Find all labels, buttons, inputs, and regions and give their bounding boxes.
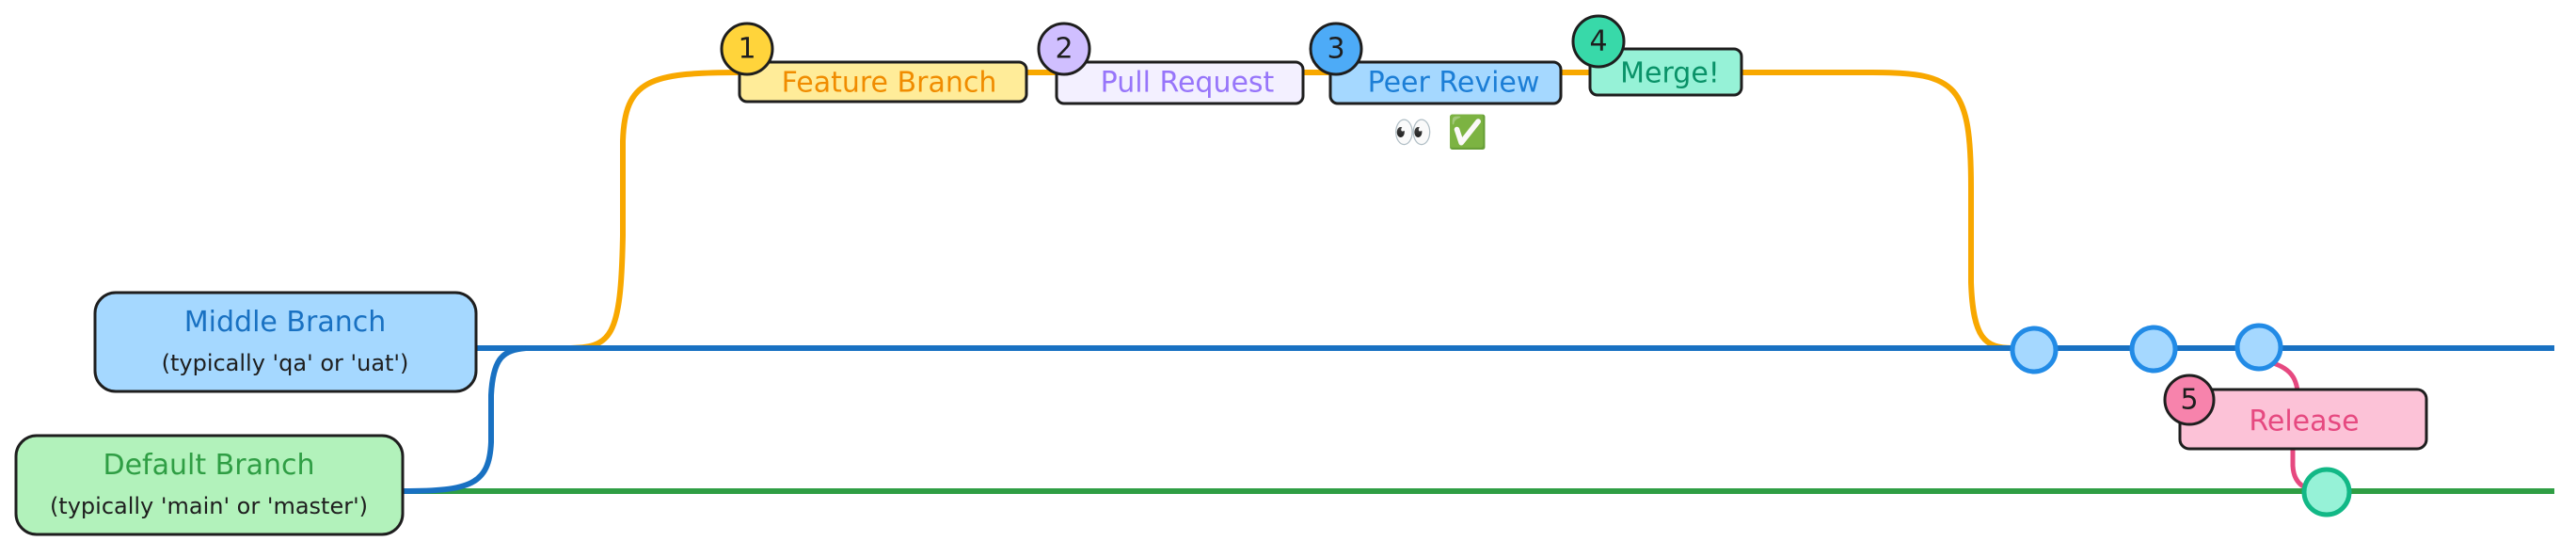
step-number: 5 [2180, 384, 2198, 417]
middle-branch-subtitle: (typically 'qa' or 'uat') [162, 350, 409, 376]
step-merge: Merge! 4 [1571, 14, 1743, 97]
middle-branch-title: Middle Branch [184, 306, 386, 339]
commit-node [2129, 325, 2178, 374]
step-number: 1 [738, 33, 755, 66]
commit-node-release [2301, 467, 2352, 517]
step-label: Release [2249, 406, 2359, 438]
commit-node [2234, 323, 2283, 372]
default-branch-title: Default Branch [103, 449, 315, 482]
branch-off-line [402, 345, 527, 494]
step-pull-request: Pull Request 2 [1037, 22, 1305, 105]
step-number: 3 [1327, 33, 1344, 66]
feature-branch-line [565, 70, 2013, 351]
check-emoji: ✅ [1448, 114, 1487, 151]
eyes-emoji: 👀 [1393, 114, 1433, 151]
default-branch-box: Default Branch (typically 'main' or 'mas… [14, 434, 405, 536]
step-number: 2 [1055, 33, 1073, 66]
middle-branch-box: Middle Branch (typically 'qa' or 'uat') [93, 291, 478, 393]
step-badge [1037, 22, 1091, 76]
step-badge [1309, 22, 1363, 76]
step-badge [1571, 14, 1626, 69]
default-branch-subtitle: (typically 'main' or 'master') [50, 493, 368, 519]
step-release: Release 5 [2163, 374, 2428, 451]
commit-node [2010, 326, 2059, 374]
step-label: Pull Request [1101, 67, 1275, 100]
step-label: Feature Branch [782, 67, 997, 100]
step-feature-branch: Feature Branch 1 [720, 22, 1028, 103]
step-peer-review: Peer Review 3 [1309, 22, 1563, 105]
step-label: Peer Review [1368, 67, 1540, 100]
step-badge [2163, 374, 2216, 426]
step-number: 4 [1589, 25, 1607, 58]
step-label: Merge! [1620, 57, 1720, 90]
step-badge [720, 22, 774, 76]
